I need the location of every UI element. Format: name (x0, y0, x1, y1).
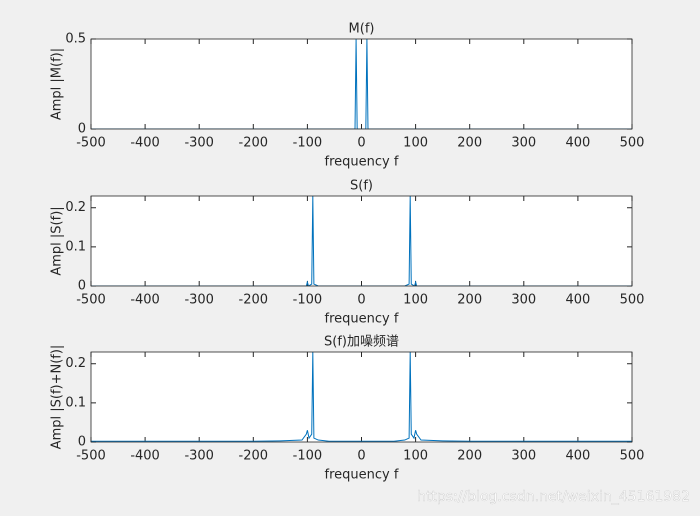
axes-box (90, 38, 633, 130)
x-axis-label: frequency f (325, 468, 399, 483)
axes-box (90, 195, 633, 287)
chart-title: M(f) (349, 22, 375, 37)
x-tick-label: -400 (130, 449, 160, 464)
x-tick-label: -300 (184, 136, 214, 151)
series-line (91, 196, 632, 286)
x-tick-label: -400 (130, 293, 160, 308)
x-tick-label: 100 (403, 136, 428, 151)
x-tick-label: -200 (239, 449, 269, 464)
y-tick-label: 0.1 (65, 239, 86, 254)
y-tick-label: 0 (78, 435, 86, 450)
x-tick-label: -200 (239, 293, 269, 308)
x-tick-label: 0 (357, 136, 365, 151)
x-tick-label: 200 (457, 136, 482, 151)
series-line (91, 352, 632, 442)
x-tick-label: -100 (293, 293, 323, 308)
x-tick-label: 300 (511, 136, 536, 151)
y-tick-label: 0 (78, 122, 86, 137)
x-tick-label: 200 (457, 449, 482, 464)
x-tick-label: 500 (620, 293, 645, 308)
x-tick-label: 400 (565, 293, 590, 308)
x-tick-label: -100 (293, 449, 323, 464)
x-tick-label: 300 (511, 293, 536, 308)
x-tick-label: -300 (184, 449, 214, 464)
x-tick-label: -100 (293, 136, 323, 151)
plot-area (91, 39, 632, 129)
y-axis-label: Ampl |S(f)+N(f)| (50, 345, 65, 450)
plot-area (91, 352, 632, 442)
x-tick-label: 500 (620, 449, 645, 464)
x-tick-label: -300 (184, 293, 214, 308)
x-tick-label: 200 (457, 293, 482, 308)
series-line (91, 39, 632, 129)
x-tick-label: -200 (239, 136, 269, 151)
x-tick-label: 400 (565, 449, 590, 464)
x-tick-label: 100 (403, 449, 428, 464)
x-tick-label: 100 (403, 293, 428, 308)
x-tick-label: 300 (511, 449, 536, 464)
x-tick-label: -500 (76, 136, 106, 151)
y-axis-label: Ampl |S(f)| (50, 206, 65, 275)
y-tick-label: 0 (78, 279, 86, 294)
x-tick-label: 500 (620, 136, 645, 151)
chart-title: S(f)加噪频谱 (324, 335, 399, 350)
y-tick-label: 0.2 (65, 200, 86, 215)
chart-title: S(f) (350, 179, 373, 194)
axes-box (90, 351, 633, 443)
y-tick-label: 0.1 (65, 395, 86, 410)
watermark: https://blog.csdn.net/weixin_45161982 (417, 489, 690, 505)
x-tick-label: -400 (130, 136, 160, 151)
x-axis-label: frequency f (325, 155, 399, 170)
x-tick-label: 400 (565, 136, 590, 151)
x-axis-label: frequency f (325, 312, 399, 327)
x-tick-label: -500 (76, 293, 106, 308)
x-tick-label: 0 (357, 293, 365, 308)
y-tick-label: 0.5 (65, 32, 86, 47)
x-tick-label: 0 (357, 449, 365, 464)
plot-area (91, 196, 632, 286)
x-tick-label: -500 (76, 449, 106, 464)
y-tick-label: 0.2 (65, 356, 86, 371)
y-axis-label: Ampl |M(f)| (50, 48, 65, 120)
